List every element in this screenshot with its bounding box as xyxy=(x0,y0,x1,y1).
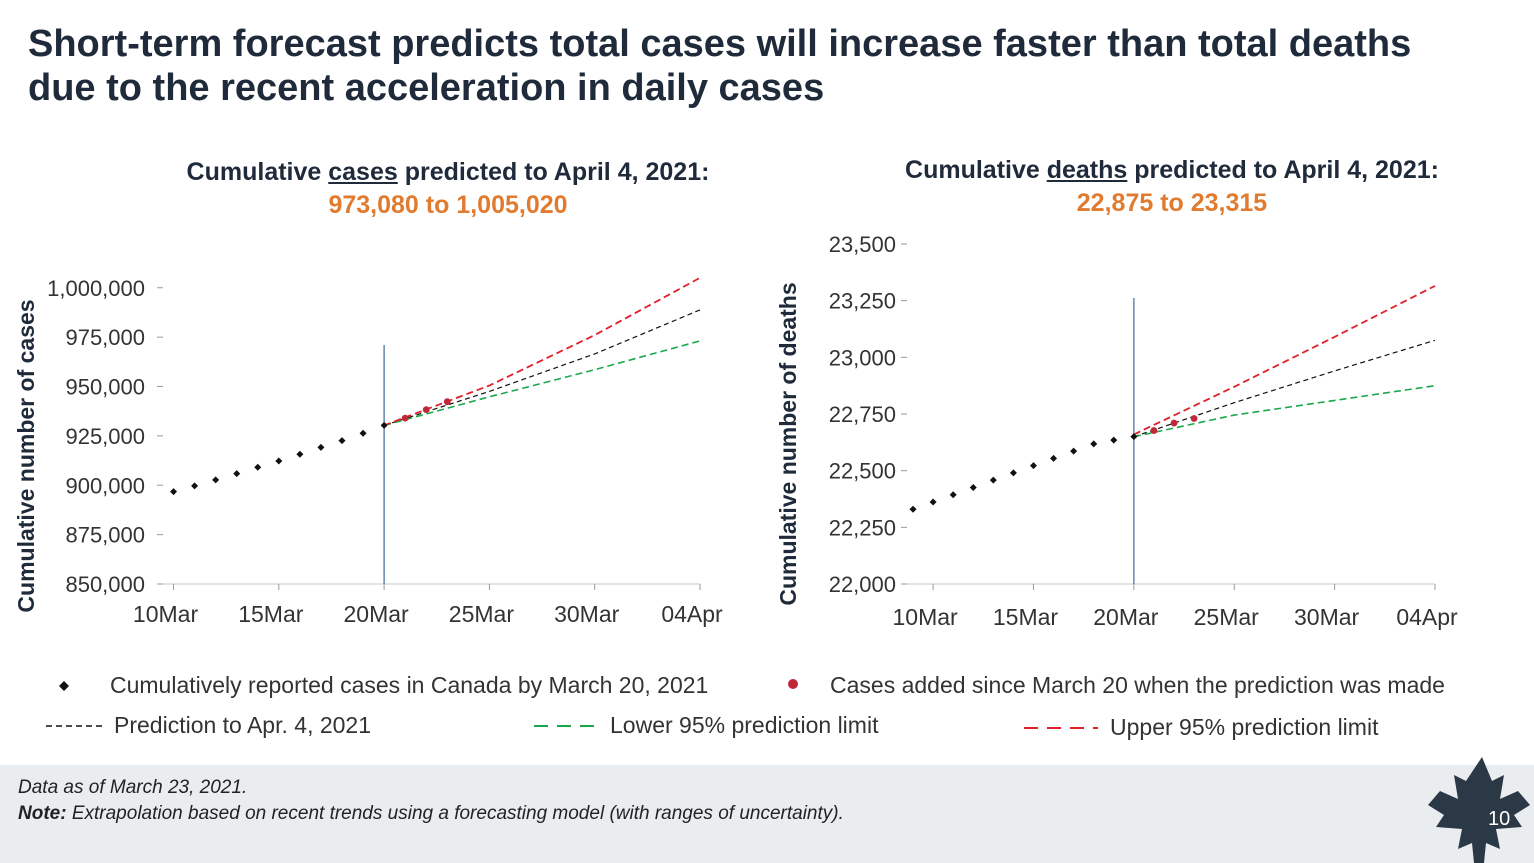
deaths-reported-point xyxy=(1110,436,1118,444)
cases-reported-point xyxy=(359,429,367,437)
deaths-reported-point xyxy=(949,491,957,499)
cases-reported-point xyxy=(233,470,241,478)
footer: Data as of March 23, 2021. Note: Extrapo… xyxy=(0,765,1534,863)
deaths-x-tick-label: 25Mar xyxy=(1194,604,1260,630)
black-dash-line-icon xyxy=(46,724,104,727)
deaths-reported-point xyxy=(1070,447,1078,455)
green-dash-line-icon xyxy=(534,724,598,727)
deaths-x-tick-label: 20Mar xyxy=(1093,604,1159,630)
deaths-series-dash-red xyxy=(1133,285,1436,436)
deaths-y-axis-title: Cumulative number of deaths xyxy=(775,282,801,605)
legend-item-reported: Cumulatively reported cases in Canada by… xyxy=(50,672,708,699)
diamond-marker-icon xyxy=(59,680,69,691)
cases-y-axis-title: Cumulative number of cases xyxy=(13,299,39,612)
deaths-reported-point xyxy=(929,498,937,506)
deaths-x-tick-label: 15Mar xyxy=(993,604,1059,630)
deaths-added-point xyxy=(1190,415,1198,422)
footer-note: Note: Extrapolation based on recent tren… xyxy=(18,803,844,825)
legend-label-lower: Lower 95% prediction limit xyxy=(610,712,879,738)
deaths-series-dash-black xyxy=(1133,339,1436,438)
cases-y-tick-label: 875,000 xyxy=(65,523,145,548)
deaths-predicted-range: 22,875 to 23,315 xyxy=(1076,189,1268,217)
legend-item-added: Cases added since March 20 when the pred… xyxy=(780,672,1445,699)
deaths-reported-point xyxy=(1029,462,1037,470)
cases-reported-point xyxy=(338,437,346,445)
cases-x-tick-label: 15Mar xyxy=(238,601,304,627)
maple-leaf-icon xyxy=(1428,757,1530,863)
page-number: 10 xyxy=(1488,808,1511,830)
deaths-reported-point xyxy=(909,505,917,513)
cases-x-tick-label: 04Apr xyxy=(661,601,723,627)
deaths-x-tick-label: 30Mar xyxy=(1294,604,1360,630)
cases-reported-point xyxy=(191,482,199,490)
deaths-reported-point xyxy=(1009,469,1017,477)
cases-reported-point xyxy=(170,488,178,496)
legend-label-prediction: Prediction to Apr. 4, 2021 xyxy=(114,712,372,738)
cases-series-dash-red xyxy=(383,277,701,427)
data-as-of-text: Data as of March 23, 2021. xyxy=(18,777,248,798)
deaths-y-tick-label: 22,000 xyxy=(829,572,896,597)
deaths-added-point xyxy=(1170,419,1178,427)
cases-added-point xyxy=(443,398,451,406)
deaths-reported-point xyxy=(969,483,977,491)
forecast-charts: 850,000 875,000 900,000 925,000 950,000 975,0… xyxy=(13,232,1458,630)
deaths-reported-point xyxy=(1130,433,1138,441)
deaths-y-tick-label: 22,750 xyxy=(829,402,896,427)
chart-legend: Cumulatively reported cases in Canada by… xyxy=(0,668,1534,758)
cases-chart-heading: Cumulative cases predicted to April 4, 2… xyxy=(118,156,778,222)
cases-y-tick-label: 975,000 xyxy=(65,325,145,350)
cases-x-tick-label: 30Mar xyxy=(554,601,620,627)
deaths-x-tick-label: 10Mar xyxy=(892,604,958,630)
deaths-y-tick-label: 23,000 xyxy=(829,345,896,370)
cases-reported-point xyxy=(380,421,388,429)
legend-label-upper: Upper 95% prediction limit xyxy=(1110,714,1379,740)
deaths-y-tick-label: 22,500 xyxy=(829,459,896,484)
cases-heading-prefix: Cumulative xyxy=(186,158,329,186)
cases-y-tick-label: 1,000,000 xyxy=(47,276,145,301)
deaths-reported-point xyxy=(1050,454,1058,462)
deaths-heading-suffix: predicted to April 4, 2021: xyxy=(1127,156,1439,184)
cases-reported-point xyxy=(275,457,283,465)
cases-y-tick-label: 900,000 xyxy=(65,473,145,498)
deaths-reported-point xyxy=(989,476,997,484)
legend-label-reported: Cumulatively reported cases in Canada by… xyxy=(110,672,709,698)
deaths-y-tick-label: 23,250 xyxy=(829,289,896,314)
note-text: Extrapolation based on recent trends usi… xyxy=(66,803,844,824)
deaths-series-dash-green xyxy=(1133,384,1436,438)
legend-item-prediction: Prediction to Apr. 4, 2021 xyxy=(44,712,371,739)
red-dash-line-icon xyxy=(1024,726,1098,729)
deaths-added-point xyxy=(1150,427,1158,434)
legend-label-added: Cases added since March 20 when the pred… xyxy=(830,672,1445,698)
deaths-chart-heading: Cumulative deaths predicted to April 4, … xyxy=(842,154,1502,220)
legend-item-lower: Lower 95% prediction limit xyxy=(532,712,878,739)
cases-reported-point xyxy=(317,443,325,451)
cases-x-tick-label: 25Mar xyxy=(449,601,515,627)
cases-reported-point xyxy=(212,476,220,484)
cases-series-dash-green xyxy=(383,340,701,427)
deaths-heading-prefix: Cumulative xyxy=(905,156,1047,184)
cases-reported-point xyxy=(296,450,304,458)
deaths-reported-point xyxy=(1090,440,1098,448)
cases-reported-point xyxy=(254,463,262,471)
deaths-y-tick-label: 22,250 xyxy=(829,515,896,540)
cases-heading-suffix: predicted to April 4, 2021: xyxy=(397,158,710,186)
deaths-y-tick-label: 23,500 xyxy=(829,232,896,257)
legend-item-upper: Upper 95% prediction limit xyxy=(1012,714,1378,741)
deaths-heading-keyword: deaths xyxy=(1046,156,1128,184)
deaths-x-tick-label: 04Apr xyxy=(1396,604,1458,630)
cases-added-point xyxy=(422,406,430,414)
cases-x-tick-label: 20Mar xyxy=(344,601,410,627)
cases-y-tick-label: 850,000 xyxy=(65,572,145,597)
cases-heading-keyword: cases xyxy=(328,158,398,186)
note-label: Note: xyxy=(18,803,67,824)
cases-y-tick-label: 950,000 xyxy=(65,375,145,400)
cases-y-tick-label: 925,000 xyxy=(65,424,145,449)
slide-title: Short-term forecast predicts total cases… xyxy=(28,23,1412,109)
cases-series-dash-black xyxy=(383,309,701,426)
cases-x-tick-label: 10Mar xyxy=(133,601,199,627)
red-dot-marker-icon xyxy=(788,678,798,689)
cases-added-point xyxy=(401,414,409,422)
cases-predicted-range: 973,080 to 1,005,020 xyxy=(328,191,568,219)
